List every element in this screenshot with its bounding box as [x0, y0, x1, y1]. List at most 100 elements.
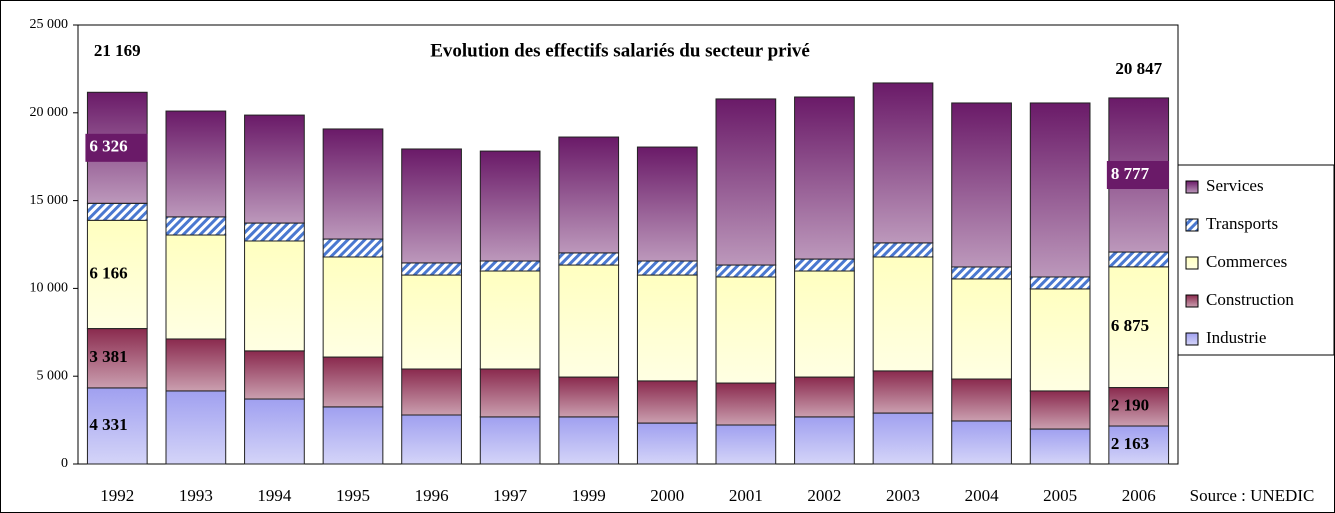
bar-segment	[715, 98, 777, 266]
bar-segment	[86, 219, 148, 330]
bar-segment	[401, 414, 462, 465]
annotation: 20 847	[1115, 59, 1162, 78]
x-tick-label: 2002	[807, 486, 841, 505]
bar-segment	[244, 114, 305, 224]
value-label: 4 331	[89, 415, 127, 434]
bar-segment	[479, 260, 541, 272]
bar-segment	[165, 234, 227, 340]
x-tick-label: 1993	[179, 486, 213, 505]
legend-label: Commerces	[1206, 252, 1287, 271]
bar-segment	[1029, 276, 1091, 290]
x-tick-label: 2004	[965, 486, 1000, 505]
bar-segment	[558, 376, 620, 418]
x-tick-label: 1992	[100, 486, 134, 505]
bar-segment	[322, 238, 384, 258]
bar-segment	[479, 416, 541, 465]
bar-segment	[1029, 428, 1091, 465]
legend-label: Services	[1206, 176, 1264, 195]
bar-segment	[951, 102, 1012, 268]
value-label: 3 381	[89, 347, 127, 366]
legend-box	[1177, 164, 1335, 356]
bar-segment	[636, 274, 698, 382]
bar-segment	[165, 338, 227, 392]
legend-swatch	[1185, 180, 1199, 194]
legend-swatch	[1185, 294, 1199, 308]
bar-segment	[872, 242, 934, 258]
x-tick-label: 1994	[257, 486, 292, 505]
chart-title: Evolution des effectifs salariés du sect…	[430, 40, 810, 61]
bar-segment	[951, 378, 1012, 422]
bar-segment	[1029, 390, 1091, 430]
bar-segment	[401, 148, 462, 264]
value-label-box	[85, 133, 148, 162]
bar-segment	[401, 274, 462, 370]
bar-segment	[1108, 387, 1170, 427]
value-label: 2 190	[1111, 396, 1149, 415]
bar-segment	[794, 96, 855, 260]
value-label-box	[1106, 160, 1169, 189]
bar-segment	[1108, 425, 1170, 465]
bar-segment	[872, 256, 934, 372]
legend-swatch	[1185, 332, 1199, 346]
bar-segment	[165, 390, 227, 465]
bar-segment	[558, 136, 620, 254]
bar-segment	[401, 368, 462, 416]
y-tick-label: 10 000	[30, 281, 69, 296]
x-tick-label: 2000	[650, 486, 684, 505]
bar-segment	[558, 264, 620, 378]
value-label: 6 875	[1111, 316, 1149, 335]
bar-segment	[86, 387, 148, 465]
bar-segment	[558, 252, 620, 266]
legend-swatch	[1185, 218, 1199, 232]
value-label: 2 163	[1111, 434, 1149, 453]
bar-segment	[794, 416, 855, 465]
legend-swatch	[1185, 256, 1199, 270]
bar-segment	[244, 350, 305, 400]
bar-segment	[636, 380, 698, 424]
y-tick-label: 15 000	[30, 193, 69, 208]
x-tick-label: 2003	[886, 486, 920, 505]
bar-segment	[636, 260, 698, 276]
bar-segment	[322, 406, 384, 465]
legend-label: Construction	[1206, 290, 1294, 309]
bar-segment	[244, 222, 305, 242]
bar-segment	[951, 278, 1012, 380]
bar-segment	[322, 256, 384, 358]
legend-label: Industrie	[1206, 328, 1266, 347]
x-tick-label: 1999	[572, 486, 606, 505]
bar-segment	[715, 276, 777, 384]
x-tick-label: 2005	[1043, 486, 1077, 505]
bar-segment	[715, 424, 777, 465]
bar-segment	[636, 146, 698, 262]
bar-segment	[1029, 102, 1091, 278]
bar-segment	[872, 370, 934, 414]
x-tick-label: 2006	[1122, 486, 1156, 505]
y-tick-label: 5 000	[37, 368, 69, 383]
bar-segment	[794, 258, 855, 272]
bar-segment	[1029, 288, 1091, 392]
bar-segment	[558, 416, 620, 465]
bar-segment	[165, 110, 227, 218]
bar-segment	[86, 202, 148, 221]
bar-segment	[86, 328, 148, 389]
x-tick-label: 2001	[729, 486, 763, 505]
x-tick-label: 1997	[493, 486, 528, 505]
bar-segment	[322, 128, 384, 240]
bar-segment	[479, 270, 541, 370]
bar-segment	[479, 150, 541, 262]
bar-segment	[479, 368, 541, 418]
bar-segment	[951, 266, 1012, 280]
value-label: 6 166	[89, 263, 127, 282]
bar-segment	[1108, 251, 1170, 268]
bar-segment	[322, 356, 384, 408]
annotation: 21 169	[94, 41, 141, 60]
bar-segment	[244, 398, 305, 465]
y-tick-label: 20 000	[30, 105, 69, 120]
bar-segment	[715, 264, 777, 278]
bar-segment	[636, 422, 698, 465]
bar-segment	[401, 262, 462, 276]
bar-segment	[165, 216, 227, 236]
y-tick-label: 0	[61, 456, 68, 471]
